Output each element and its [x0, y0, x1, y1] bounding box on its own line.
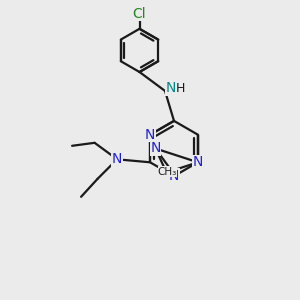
- Text: CH₃: CH₃: [158, 167, 177, 177]
- Text: N: N: [112, 152, 122, 166]
- Text: Cl: Cl: [133, 7, 146, 21]
- Text: N: N: [165, 82, 176, 95]
- Text: N: N: [150, 142, 161, 155]
- Text: H: H: [176, 82, 185, 95]
- Text: N: N: [169, 169, 179, 183]
- Text: N: N: [193, 155, 203, 169]
- Text: N: N: [145, 128, 155, 142]
